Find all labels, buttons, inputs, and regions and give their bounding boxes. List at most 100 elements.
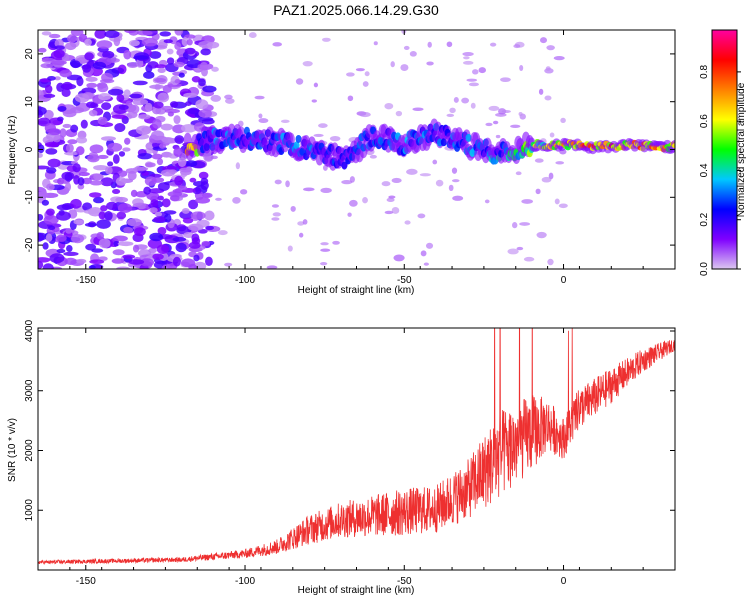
noise-blob: [174, 42, 182, 50]
faint-blob: [548, 172, 554, 180]
noise-blob: [154, 211, 163, 217]
faint-blob: [297, 221, 305, 226]
noise-blob: [184, 34, 196, 39]
noise-blob: [45, 148, 58, 155]
faint-blob: [400, 64, 409, 71]
y-tick-label: 10: [24, 96, 35, 108]
faint-blob: [535, 188, 541, 195]
faint-blob: [258, 118, 269, 124]
noise-blob: [164, 108, 181, 114]
noise-blob: [122, 254, 136, 259]
faint-blob: [462, 51, 474, 57]
noise-blob: [38, 257, 51, 263]
faint-blob: [295, 78, 304, 85]
x-tick-label: -100: [235, 275, 255, 286]
faint-blob: [510, 124, 521, 128]
faint-blob: [287, 245, 293, 252]
faint-blob: [463, 56, 470, 60]
colorbar-ticks: 0.0 0.2 0.4 0.6 0.8: [699, 64, 741, 276]
noise-blob: [117, 203, 133, 213]
faint-blob: [285, 180, 290, 188]
noise-blob: [114, 123, 126, 133]
noise-blob: [111, 258, 125, 264]
faint-blob: [547, 258, 554, 266]
faint-blob: [266, 265, 278, 269]
noise-blob: [56, 211, 71, 221]
noise-blob: [116, 94, 125, 103]
faint-blob: [449, 107, 456, 114]
faint-blob: [484, 199, 490, 204]
noise-blob: [204, 210, 215, 221]
spectrogram-x-ticks: -150 -100 -50 0: [37, 30, 676, 286]
noise-blob: [196, 219, 210, 228]
noise-blob: [127, 170, 137, 181]
noise-blob: [153, 216, 166, 223]
noise-blob: [66, 244, 73, 252]
faint-blob: [271, 204, 280, 208]
faint-blob: [560, 117, 566, 124]
noise-blob: [201, 240, 211, 247]
noise-blob: [64, 172, 73, 182]
faint-blob: [224, 98, 235, 104]
spectrogram-heatmap: [38, 30, 675, 269]
noise-blob: [174, 30, 184, 36]
noise-blob: [127, 62, 139, 68]
noise-blob: [157, 92, 170, 103]
faint-blob: [427, 41, 432, 48]
noise-blob: [161, 198, 171, 208]
noise-blob: [86, 101, 98, 109]
noise-blob: [184, 160, 198, 168]
faint-blob: [320, 242, 329, 246]
snr-panel: -150 -100 -50 0 1000 2000 3000 4000 Height of …: [7, 319, 676, 596]
noise-blob: [205, 256, 213, 267]
x-tick-label: -150: [76, 576, 96, 587]
faint-blob: [210, 94, 222, 102]
noise-blob: [180, 258, 196, 268]
faint-blob: [485, 122, 493, 127]
noise-blob: [47, 225, 56, 231]
colorbar-gradient: [711, 29, 738, 270]
noise-blob: [138, 114, 151, 120]
faint-blob: [393, 254, 405, 262]
spectrogram-y-axis-title: Frequency (Hz): [7, 116, 18, 185]
faint-blob: [359, 112, 371, 118]
noise-blob: [74, 93, 90, 103]
noise-blob: [200, 48, 211, 56]
noise-blob: [65, 143, 74, 153]
noise-blob: [56, 204, 72, 211]
ridge-core: [440, 138, 447, 147]
noise-blob: [156, 244, 170, 254]
noise-blob: [169, 101, 179, 108]
noise-blob: [132, 244, 140, 253]
noise-blob: [87, 154, 100, 163]
noise-blob: [100, 136, 116, 141]
faint-blob: [417, 213, 426, 219]
ridge-core: [203, 142, 210, 151]
noise-blob: [149, 232, 164, 242]
noise-blob: [45, 141, 60, 148]
faint-blob: [420, 250, 427, 257]
noise-blob: [178, 185, 188, 191]
snr-y-ticks: 1000 2000 3000 4000: [24, 319, 675, 521]
noise-blob: [162, 84, 172, 93]
faint-blob: [521, 199, 534, 204]
noise-blob: [182, 217, 194, 224]
noise-blob: [183, 92, 198, 98]
faint-blob: [298, 232, 304, 238]
faint-blob: [215, 197, 222, 201]
y-tick-label: 2000: [24, 439, 35, 462]
noise-blob: [101, 72, 114, 83]
noise-blob: [158, 143, 167, 149]
faint-blob: [451, 167, 458, 174]
noise-blob: [98, 93, 111, 101]
faint-blob: [362, 81, 369, 87]
noise-blob: [38, 106, 47, 116]
noise-blob: [206, 41, 220, 49]
faint-blob: [534, 158, 544, 163]
noise-blob: [157, 227, 167, 236]
faint-blob: [541, 176, 552, 183]
noise-blob: [161, 137, 174, 144]
faint-blob: [403, 45, 410, 50]
noise-blob: [70, 30, 84, 37]
